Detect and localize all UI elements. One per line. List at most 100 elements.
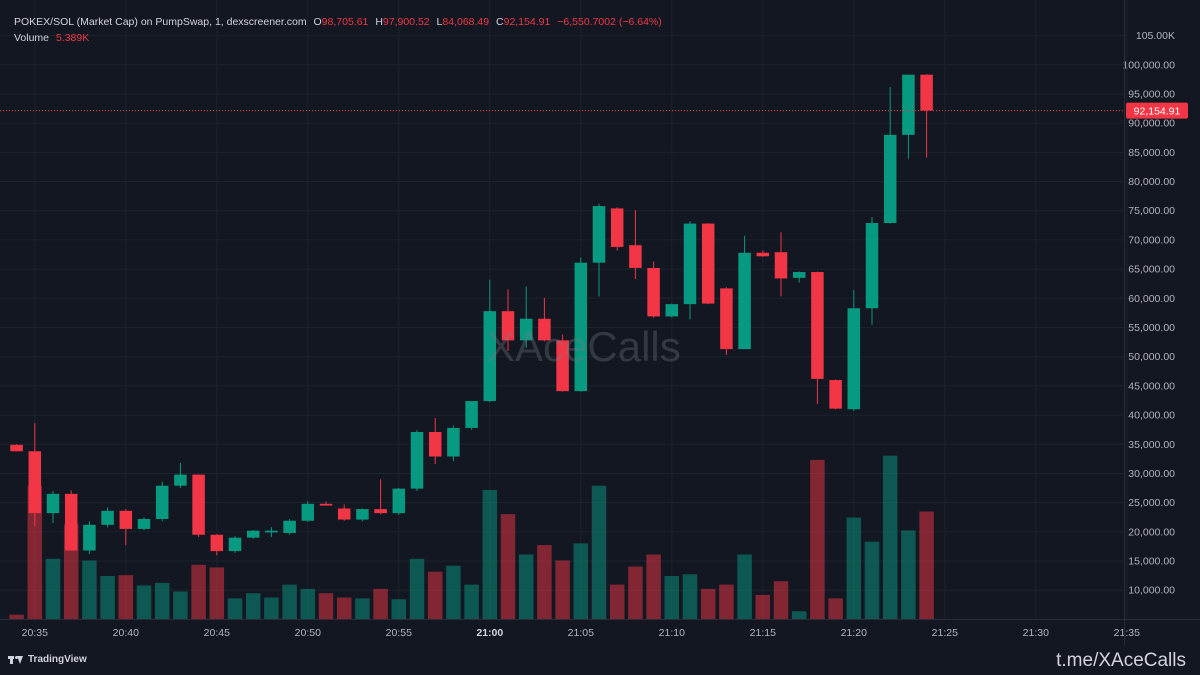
candle-body[interactable]	[356, 509, 369, 520]
x-tick-label: 20:40	[113, 627, 139, 639]
candle-body[interactable]	[101, 510, 114, 525]
candlestick-chart[interactable]: 10,000.00 15,000.00 20,000.00 25,000.00 30,0…	[0, 0, 1200, 645]
candle-body[interactable]	[920, 74, 933, 111]
volume-bar	[245, 593, 261, 619]
volume-bar	[755, 594, 771, 619]
y-tick-label: 100,000.00	[1122, 59, 1175, 71]
candle-body[interactable]	[10, 444, 23, 452]
volume-bar	[846, 517, 862, 619]
volume-bar	[537, 545, 552, 619]
volume-bar	[118, 575, 134, 619]
y-tick-label: 65,000.00	[1128, 264, 1175, 276]
candle-body[interactable]	[756, 252, 770, 257]
candle-body[interactable]	[683, 223, 697, 305]
volume-bar	[628, 566, 643, 619]
candle-body[interactable]	[902, 74, 915, 135]
candle-body[interactable]	[519, 318, 533, 341]
y-tick-label: 60,000.00	[1128, 293, 1175, 305]
candle-body[interactable]	[301, 503, 315, 521]
candle-body[interactable]	[501, 311, 515, 341]
candle-body[interactable]	[847, 308, 861, 410]
candle-body[interactable]	[610, 208, 624, 247]
volume-bar	[318, 593, 334, 619]
candle-body[interactable]	[792, 272, 806, 278]
chart-footer	[0, 645, 1200, 675]
y-tick-label: 90,000.00	[1128, 118, 1175, 130]
candle-body[interactable]	[337, 508, 351, 520]
candle-body[interactable]	[720, 288, 733, 350]
low-value: 84,068.49	[442, 16, 490, 28]
candle-body[interactable]	[265, 530, 278, 533]
candle-body[interactable]	[174, 474, 187, 486]
candle-body[interactable]	[447, 427, 460, 457]
last-price-label: 92,154.91	[1134, 106, 1181, 118]
volume-bar	[391, 599, 407, 619]
volume-bar	[227, 598, 243, 619]
candle-body[interactable]	[701, 223, 715, 304]
high-value: 97,900.52	[382, 16, 430, 28]
volume-bar	[136, 585, 152, 619]
plot-background	[0, 0, 1124, 645]
candle-body[interactable]	[883, 134, 897, 223]
volume-bar	[446, 565, 461, 619]
volume-bar	[373, 588, 388, 619]
volume-bar	[791, 611, 807, 619]
x-tick-label: 20:45	[204, 627, 230, 639]
volume-bar	[409, 558, 425, 619]
candle-body[interactable]	[774, 252, 788, 279]
candle-body[interactable]	[483, 311, 497, 402]
volume-bar	[355, 598, 370, 619]
volume-bar	[500, 514, 516, 619]
x-tick-label: 20:50	[295, 627, 321, 639]
y-tick-label: 20,000.00	[1128, 526, 1175, 538]
candle-body[interactable]	[465, 401, 478, 428]
candle-body[interactable]	[46, 493, 60, 514]
candle-body[interactable]	[319, 503, 333, 506]
candle-body[interactable]	[410, 432, 424, 489]
candle-body[interactable]	[556, 340, 569, 392]
candle-body[interactable]	[83, 524, 96, 551]
candle-body[interactable]	[811, 272, 824, 379]
candle-body[interactable]	[538, 318, 551, 341]
candle-body[interactable]	[119, 510, 133, 529]
y-tick-label: 40,000.00	[1128, 410, 1175, 422]
candle-body[interactable]	[592, 206, 606, 263]
candle-body[interactable]	[629, 245, 642, 268]
candle-body[interactable]	[283, 520, 296, 533]
tradingview-logo[interactable]: TradingView	[8, 654, 87, 665]
volume-bar	[609, 584, 625, 619]
y-tick-label: 25,000.00	[1128, 497, 1175, 509]
close-value: 92,154.91	[503, 16, 551, 28]
candle-body[interactable]	[647, 267, 660, 317]
candle-body[interactable]	[738, 252, 751, 350]
candle-body[interactable]	[228, 537, 242, 552]
candle-body[interactable]	[392, 488, 406, 514]
symbol-title[interactable]: POKEX/SOL (Market Cap) on PumpSwap, 1, d…	[14, 16, 307, 28]
volume-bar	[682, 574, 698, 619]
candle-body[interactable]	[574, 262, 588, 392]
volume-bar	[719, 584, 734, 619]
volume-bar	[264, 597, 279, 619]
candle-body[interactable]	[64, 493, 78, 551]
candle-body[interactable]	[374, 509, 387, 514]
candle-body[interactable]	[210, 534, 224, 552]
candle-body[interactable]	[865, 222, 879, 309]
candle-body[interactable]	[246, 530, 260, 538]
x-tick-label: 21:00	[476, 627, 503, 639]
candle-body[interactable]	[192, 474, 205, 535]
y-tick-label: 70,000.00	[1128, 234, 1175, 246]
x-tick-label: 21:05	[568, 627, 594, 639]
x-tick-label: 21:30	[1023, 627, 1049, 639]
volume-bar	[591, 485, 607, 619]
candle-body[interactable]	[428, 432, 442, 457]
candle-body[interactable]	[829, 380, 842, 409]
candle-body[interactable]	[137, 518, 151, 529]
volume-label[interactable]: Volume	[14, 32, 50, 44]
volume-bar	[664, 576, 680, 619]
candle-body[interactable]	[155, 485, 169, 519]
volume-bar	[173, 591, 188, 619]
candle-body[interactable]	[665, 304, 679, 317]
change-value: −6,550.7002 (−6.64%)	[557, 16, 662, 28]
candle-body[interactable]	[28, 451, 42, 514]
